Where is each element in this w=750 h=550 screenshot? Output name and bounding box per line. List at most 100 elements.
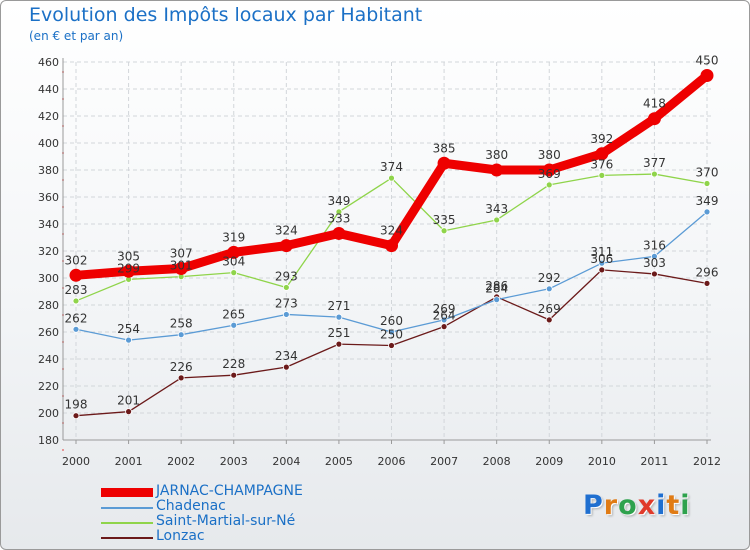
data-point-saint-martial-sur-n- — [230, 269, 238, 277]
x-tick-label: 2010 — [588, 455, 616, 468]
data-label-saint-martial-sur-n-: 376 — [590, 157, 613, 171]
data-label-jarnac-champagne: 380 — [538, 148, 561, 162]
legend-swatch — [101, 521, 153, 524]
y-tick-label: 220 — [38, 380, 59, 393]
data-point-chadenac — [703, 208, 711, 216]
y-tick-label: 200 — [38, 407, 59, 420]
data-point-saint-martial-sur-n- — [493, 216, 501, 224]
data-label-saint-martial-sur-n-: 335 — [433, 213, 456, 227]
data-label-chadenac: 311 — [590, 245, 613, 259]
data-point-lonzac — [651, 270, 658, 278]
data-point-jarnac-champagne — [437, 156, 451, 170]
logo-letter: i — [656, 490, 667, 521]
logo-letter: o — [618, 490, 638, 521]
data-point-lonzac — [177, 374, 185, 382]
y-tick-label: 260 — [38, 326, 59, 339]
data-label-lonzac: 251 — [327, 326, 350, 340]
series-layer — [69, 69, 714, 420]
y-tick-label: 340 — [38, 218, 59, 231]
logo-letter: r — [603, 490, 619, 521]
data-point-chadenac — [388, 328, 395, 336]
data-point-jarnac-champagne — [385, 239, 398, 253]
y-tick-label: 400 — [38, 137, 59, 150]
data-point-lonzac — [72, 412, 80, 420]
data-label-chadenac: 260 — [380, 314, 403, 328]
data-point-jarnac-champagne — [174, 262, 188, 276]
x-tick-label: 2000 — [62, 455, 90, 468]
data-label-jarnac-champagne: 307 — [170, 247, 193, 261]
y-tick-label: 300 — [38, 272, 59, 285]
data-label-lonzac: 250 — [380, 328, 403, 342]
y-tick-label: 380 — [38, 164, 59, 177]
data-point-lonzac — [598, 266, 606, 274]
data-point-lonzac — [335, 340, 343, 348]
data-label-chadenac: 284 — [485, 282, 508, 296]
data-label-saint-martial-sur-n-: 374 — [380, 160, 403, 174]
y-tick-label: 460 — [38, 56, 59, 69]
legend-label: Saint-Martial-sur-Né — [156, 513, 296, 529]
logo-letter: i — [680, 490, 691, 521]
data-point-saint-martial-sur-n- — [598, 171, 606, 179]
data-point-saint-martial-sur-n- — [388, 174, 395, 182]
x-tick-label: 2009 — [535, 455, 563, 468]
data-label-saint-martial-sur-n-: 370 — [696, 166, 719, 180]
data-label-saint-martial-sur-n-: 293 — [275, 269, 298, 283]
legend-label: JARNAC-CHAMPAGNE — [156, 483, 303, 499]
data-point-jarnac-champagne — [122, 264, 136, 278]
data-point-chadenac — [177, 331, 185, 339]
data-label-lonzac: 303 — [643, 256, 666, 270]
data-point-lonzac — [125, 408, 132, 416]
data-label-lonzac: 286 — [485, 279, 508, 293]
data-label-jarnac-champagne: 324 — [275, 224, 298, 238]
legend-swatch — [101, 506, 153, 509]
y-tick-label: 440 — [38, 83, 59, 96]
x-tick-label: 2012 — [693, 455, 721, 468]
data-point-chadenac — [440, 316, 448, 324]
data-point-jarnac-champagne — [542, 163, 556, 177]
data-label-chadenac: 258 — [170, 317, 193, 331]
data-point-jarnac-champagne — [490, 163, 504, 177]
data-point-chadenac — [282, 311, 290, 318]
data-point-lonzac — [388, 342, 395, 349]
data-point-saint-martial-sur-n- — [440, 227, 448, 235]
legend-label: Chadenac — [156, 498, 226, 514]
legend-swatch — [101, 536, 153, 539]
data-point-jarnac-champagne — [279, 239, 293, 253]
data-label-chadenac: 254 — [117, 322, 140, 336]
logo-letter: t — [666, 490, 681, 521]
data-point-chadenac — [230, 321, 238, 329]
y-tick-label: 420 — [38, 110, 59, 123]
data-label-jarnac-champagne: 324 — [380, 224, 403, 238]
axis-layer: 180 200 220 240 260 280 300 320 340 360 380 400 420 4… — [38, 56, 721, 468]
data-label-chadenac: 273 — [275, 296, 298, 310]
x-tick-label: 2011 — [640, 455, 668, 468]
data-point-jarnac-champagne — [332, 226, 346, 240]
data-point-saint-martial-sur-n- — [282, 284, 290, 291]
data-point-lonzac — [703, 279, 711, 287]
y-tick-label: 320 — [38, 245, 59, 258]
data-label-chadenac: 349 — [696, 194, 719, 208]
x-tick-label: 2007 — [430, 455, 458, 468]
data-point-lonzac — [545, 316, 553, 324]
data-label-jarnac-champagne: 302 — [65, 253, 88, 267]
data-label-chadenac: 269 — [433, 302, 456, 316]
data-point-chadenac — [598, 259, 606, 267]
data-label-lonzac: 228 — [222, 357, 245, 371]
data-label-jarnac-champagne: 450 — [696, 54, 719, 68]
data-point-jarnac-champagne — [227, 245, 241, 259]
data-label-saint-martial-sur-n-: 299 — [117, 261, 140, 275]
x-tick-label: 2001 — [115, 455, 143, 468]
x-tick-label: 2008 — [483, 455, 511, 468]
chart-title: Evolution des Impôts locaux par Habitant — [29, 4, 423, 26]
data-point-chadenac — [651, 252, 658, 260]
data-label-lonzac: 269 — [538, 302, 561, 316]
grid-layer — [63, 61, 711, 441]
x-tick-label: 2004 — [272, 455, 300, 468]
data-label-saint-martial-sur-n-: 304 — [222, 255, 245, 269]
x-tick-label: 2002 — [167, 455, 195, 468]
data-label-jarnac-champagne: 392 — [590, 132, 613, 146]
data-point-saint-martial-sur-n- — [703, 180, 711, 187]
data-point-jarnac-champagne — [69, 268, 83, 282]
